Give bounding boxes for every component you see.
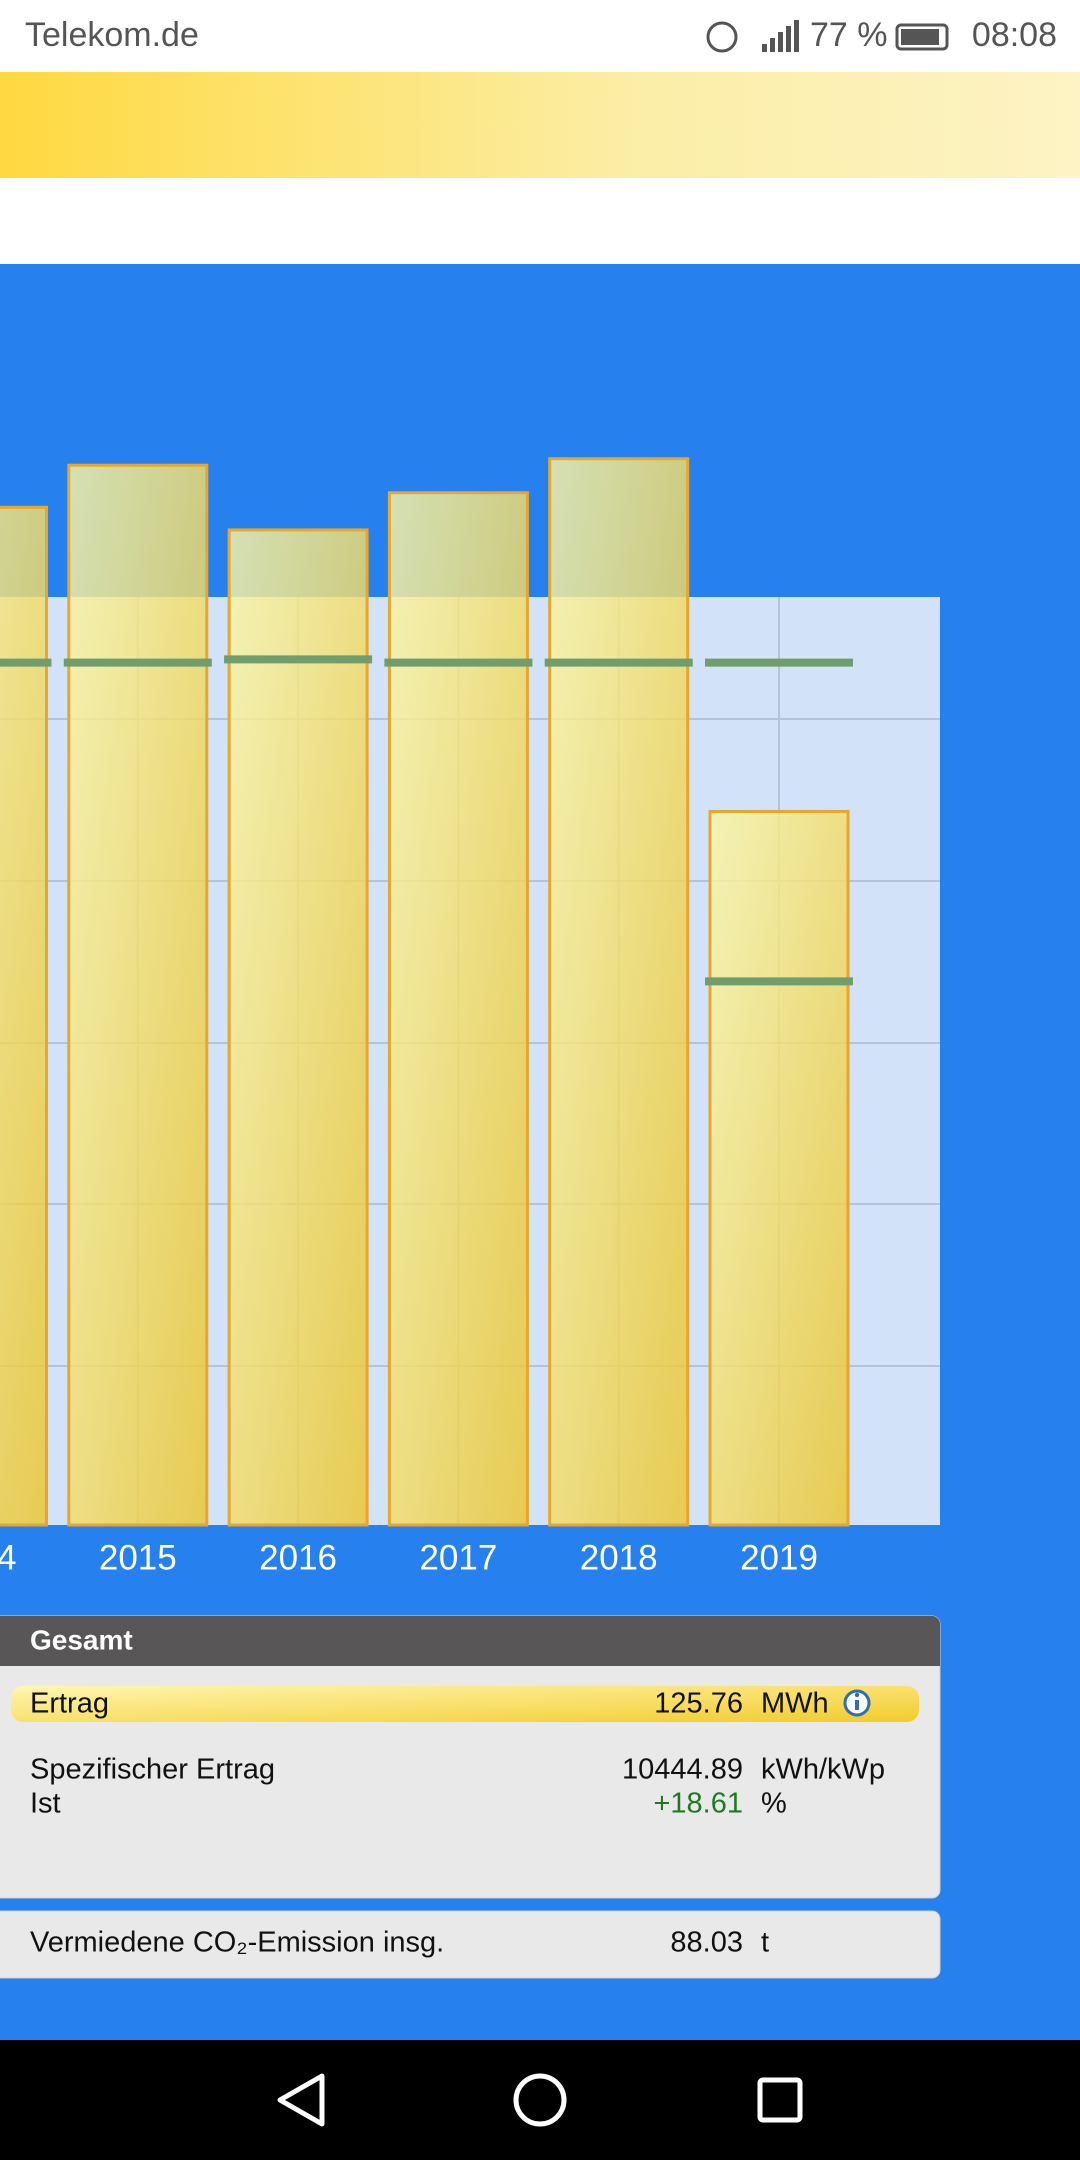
bar xyxy=(227,528,369,1527)
row-value: 10444.89 xyxy=(622,1754,743,1786)
co2-value: 88.03 xyxy=(670,1927,743,1959)
bar xyxy=(548,457,690,1527)
x-tick-label: 2019 xyxy=(740,1538,818,1577)
back-button[interactable] xyxy=(277,2073,325,2127)
bar xyxy=(67,463,209,1527)
co2-unit: t xyxy=(761,1927,769,1959)
co2-panel xyxy=(0,1910,941,1979)
x-tick-label: 2018 xyxy=(580,1538,658,1577)
alarm-icon xyxy=(706,21,738,53)
recents-button[interactable] xyxy=(757,2077,803,2123)
row-unit: kWh/kWp xyxy=(761,1754,885,1786)
summary-title: Gesamt xyxy=(30,1624,133,1655)
info-icon-stem xyxy=(855,1700,859,1710)
clock: 08:08 xyxy=(972,16,1057,54)
row-unit: % xyxy=(761,1788,787,1820)
x-tick-label: 2014 xyxy=(0,1538,16,1577)
info-icon-dot xyxy=(854,1692,860,1698)
x-tick-label: 2015 xyxy=(99,1538,177,1577)
row-value: 125.76 xyxy=(654,1688,743,1720)
battery-level xyxy=(901,29,939,45)
bar xyxy=(708,809,850,1527)
header-band xyxy=(0,72,1080,178)
x-tick-label: 2016 xyxy=(259,1538,337,1577)
nav-bar xyxy=(0,2040,1080,2160)
battery-percent: 77 % xyxy=(810,16,888,54)
sub-header xyxy=(0,178,1080,264)
row-label: Ertrag xyxy=(30,1688,109,1720)
status-bar xyxy=(0,0,1080,72)
row-value: +18.61 xyxy=(653,1788,743,1820)
row-label: Spezifischer Ertrag xyxy=(30,1754,275,1786)
summary-header xyxy=(0,1616,940,1666)
x-tick-label: 2017 xyxy=(419,1538,497,1577)
signal-icon xyxy=(762,20,799,52)
bar xyxy=(0,505,48,1527)
yield-highlight xyxy=(11,1686,919,1722)
row-label: Ist xyxy=(30,1788,61,1820)
battery-icon xyxy=(895,23,949,51)
home-button[interactable] xyxy=(513,2073,567,2127)
co2-label: Vermiedene CO₂-Emission insg. xyxy=(30,1927,444,1959)
carrier: Telekom.de xyxy=(25,16,199,54)
row-unit: MWh xyxy=(761,1688,829,1720)
bars: 2014 2015 2016 2017 2018 2019 xyxy=(0,457,853,1577)
bar xyxy=(387,491,529,1527)
